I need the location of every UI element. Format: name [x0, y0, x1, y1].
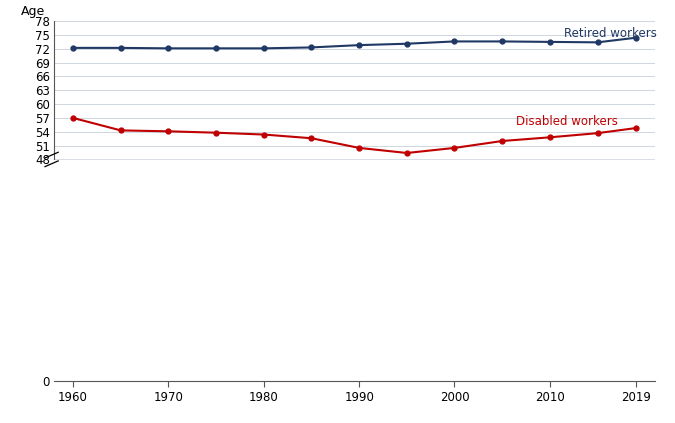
Text: Disabled workers: Disabled workers	[516, 115, 618, 128]
Text: Retired workers: Retired workers	[564, 27, 657, 40]
Line: 2 pts: 2 pts	[45, 161, 58, 167]
Text: Age: Age	[21, 5, 45, 18]
Line: 2 pts: 2 pts	[45, 152, 58, 158]
